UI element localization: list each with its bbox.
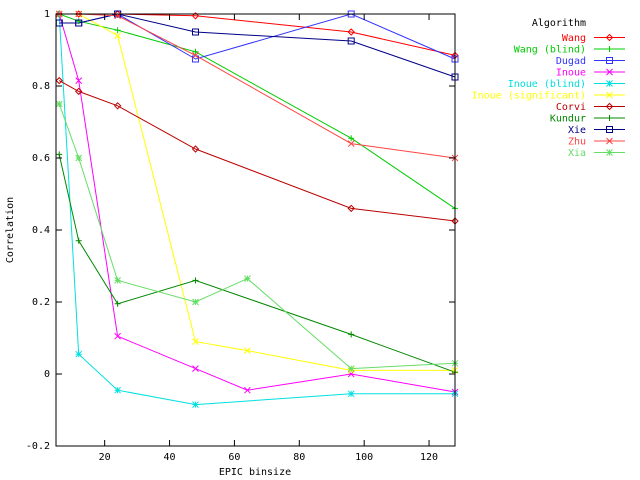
legend-label-inoue: Inoue: [556, 68, 586, 79]
legend-label-zhu: Zhu: [568, 137, 586, 148]
series-line-corvi: [58, 80, 456, 222]
data-point-xia: [75, 154, 83, 162]
data-point-kundur: [192, 277, 199, 284]
y-tick-label: 0: [44, 369, 50, 380]
legend-marker-inoue-blind: [606, 80, 613, 87]
series-markers-xie: [55, 10, 459, 81]
data-point-inoue: [114, 332, 121, 340]
legend-label-dugad: Dugad: [556, 56, 586, 67]
legend-label-xia: Xia: [568, 148, 586, 159]
data-point-wang: [191, 12, 200, 20]
legend-label-kundur: Kundur: [550, 114, 586, 125]
data-point-zhu: [192, 52, 199, 59]
data-point-wang-blind: [192, 48, 199, 55]
data-point-xia: [244, 275, 251, 282]
axis-ticks: 20 40 60 80 100 120 -0.2 0 0.2 0.4 0.6 0.8 1: [26, 9, 455, 463]
x-tick-label: 20: [99, 452, 111, 463]
y-tick-label: 0.2: [32, 297, 50, 308]
legend-label-inoue-blind: Inoue (blind): [508, 79, 586, 90]
legend-label-corvi: Corvi: [556, 102, 586, 113]
y-tick-label: 1: [44, 9, 50, 20]
y-axis-label: Correlation: [5, 197, 16, 263]
data-point-xie: [75, 19, 83, 27]
data-point-inoue-blind: [75, 350, 83, 358]
legend-title: Algorithm: [532, 18, 586, 29]
legend-marker-wang-blind: [606, 46, 613, 52]
data-point-kundur: [348, 331, 355, 338]
data-point-corvi: [55, 76, 63, 85]
data-point-wang: [75, 10, 83, 18]
x-tick-label: 60: [228, 452, 240, 463]
x-tick-label: 40: [164, 452, 176, 463]
data-point-wang: [347, 28, 355, 36]
data-point-xie: [191, 28, 199, 36]
data-point-xie: [347, 37, 355, 45]
data-point-inoue: [244, 386, 251, 394]
data-point-xia: [55, 100, 63, 108]
series-markers-kundur: [56, 151, 458, 376]
legend-marker-inoue: [606, 68, 613, 76]
data-point-xia: [114, 277, 121, 284]
data-point-inoue: [192, 365, 199, 372]
data-point-corvi: [347, 204, 355, 213]
data-point-inoue-blind: [347, 390, 355, 398]
legend-marker-kundur: [606, 115, 613, 121]
data-point-inoue: [75, 77, 83, 84]
legend-marker-dugad: [606, 57, 613, 64]
legend-marker-xie: [606, 126, 613, 133]
series-line-inoue-blind: [58, 13, 455, 406]
legend-marker-corvi: [605, 102, 614, 111]
series-line-kundur: [58, 154, 456, 373]
x-tick-label: 80: [293, 452, 305, 463]
legend-marker-xia: [606, 149, 613, 156]
x-tick-label: 100: [355, 452, 373, 463]
data-point-inoue-significant: [244, 347, 251, 354]
data-point-xia: [347, 365, 355, 372]
data-point-inoue-blind: [114, 386, 121, 394]
legend-label-wang: Wang: [562, 33, 586, 44]
x-tick-label: 120: [420, 452, 438, 463]
data-point-inoue-significant: [114, 32, 121, 39]
data-point-kundur: [114, 300, 121, 307]
data-point-wang-blind: [75, 18, 82, 25]
data-point-wang-blind: [114, 27, 121, 34]
y-tick-label: 0.8: [32, 81, 50, 92]
data-point-corvi: [191, 145, 200, 153]
legend-marker-wang: [605, 33, 614, 42]
legend-label-xie: Xie: [568, 125, 586, 136]
data-point-kundur: [75, 237, 82, 244]
data-point-kundur: [56, 151, 63, 158]
data-point-corvi: [113, 102, 122, 110]
legend-label-wang-blind: Wang (blind): [514, 45, 586, 56]
data-point-inoue-blind: [192, 401, 199, 408]
data-point-xia: [192, 298, 199, 306]
legend-marker-inoue-significant: [606, 91, 613, 99]
legend-label-inoue-significant: Inoue (significant): [472, 91, 586, 102]
data-point-zhu: [347, 140, 355, 147]
y-tick-label: -0.2: [26, 441, 50, 452]
data-point-corvi: [75, 87, 83, 96]
legend-marker-zhu: [606, 137, 613, 145]
x-axis-label: EPIC binsize: [219, 467, 291, 478]
y-tick-label: 0.6: [32, 153, 50, 164]
data-point-wang-blind: [348, 135, 355, 142]
y-tick-label: 0.4: [32, 225, 50, 236]
data-point-inoue-significant: [192, 338, 199, 345]
